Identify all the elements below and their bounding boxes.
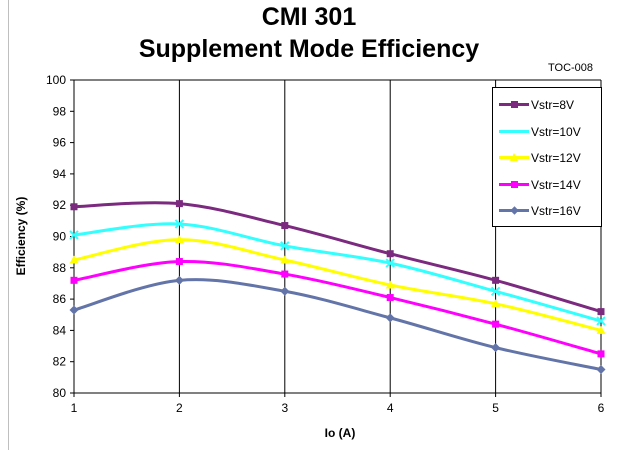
data-point-vstr-16v [280,286,290,296]
series-line-vstr-16v [73,278,602,371]
data-point-vstr-10v [385,258,395,268]
y-tick-label: 94 [53,167,67,181]
x-tick-label: 6 [598,401,605,415]
data-point-vstr-12v [385,280,395,289]
y-tick-label: 88 [53,261,67,275]
data-point-vstr-14v [281,270,289,278]
legend-swatch [499,98,529,112]
data-point-vstr-12v [280,255,290,264]
x-tick-label: 2 [176,401,183,415]
y-tick-label: 90 [53,230,67,244]
data-point-vstr-14v [175,258,183,266]
chart-title: CMI 301 [261,3,357,31]
data-point-vstr-14v [597,350,605,358]
data-point-vstr-12v [596,325,606,334]
y-tick-label: 98 [53,104,67,118]
y-tick-label: 96 [53,136,67,150]
legend-line [499,129,529,133]
y-tick-label: 80 [53,386,67,400]
data-point-vstr-8v [386,250,394,258]
y-tick-label: 92 [53,198,67,212]
data-point-vstr-10v [490,286,501,296]
legend-marker [510,206,519,215]
data-point-vstr-14v [492,320,500,328]
data-point-vstr-8v [281,222,289,230]
legend: Vstr=8V Vstr=10V Vstr=12V Vstr=14V Vstr=16V [492,87,602,227]
y-tick-label: 84 [53,323,67,337]
x-tick-label: 5 [492,401,499,415]
y-tick-label: 100 [46,73,66,87]
legend-swatch [499,151,529,165]
x-tick-label: 3 [281,401,288,415]
legend-marker [511,101,518,108]
data-point-vstr-10v [596,316,606,326]
y-tick-label: 82 [53,355,67,369]
legend-item: Vstr=8V [499,94,574,116]
data-point-vstr-16v [385,313,395,323]
data-point-vstr-14v [70,276,78,284]
data-point-vstr-10v [280,241,290,251]
tick-labels: 80 82 84 86 88 90 92 94 96 98 100 1 2 3 4 5 6 [46,73,605,415]
legend-item: Vstr=10V [499,121,581,143]
figure-code: TOC-008 [548,62,594,74]
series-line-vstr-14v [73,259,602,356]
data-point-vstr-16v [491,343,501,353]
series-line-vstr-8v [73,201,602,314]
legend-label: Vstr=14V [531,177,581,192]
series-markers [69,200,606,375]
series-line-vstr-12v [73,238,602,332]
data-point-vstr-10v [174,219,185,229]
legend-marker [510,153,518,161]
data-point-vstr-10v [69,230,79,240]
y-tick-label: 86 [53,292,67,306]
x-axis-label: Io (A) [324,426,356,440]
legend-item: Vstr=14V [499,174,581,196]
data-point-vstr-14v [386,294,394,302]
data-point-vstr-8v [70,203,78,211]
legend-item: Vstr=16V [499,200,581,222]
data-point-vstr-16v [69,305,79,315]
series-line-vstr-10v [73,222,602,323]
chart-subtitle: Supplement Mode Efficiency [138,35,480,63]
legend-swatch [499,125,529,139]
legend-label: Vstr=16V [531,204,581,218]
legend-marker [511,180,518,188]
data-point-vstr-16v [596,365,606,375]
legend-item: Vstr=12V [499,147,581,169]
data-point-vstr-8v [492,276,500,284]
x-tick-label: 4 [387,401,394,415]
x-tick-label: 1 [71,401,78,415]
legend-label: Vstr=12V [531,151,581,165]
legend-label: Vstr=8V [531,98,575,112]
data-point-vstr-8v [175,200,183,208]
legend-label: Vstr=10V [531,124,581,139]
data-point-vstr-12v [491,299,501,308]
legend-swatch [499,178,529,192]
series-lines [73,201,602,371]
frame-border [8,0,9,450]
axes [70,79,602,397]
legend-swatch [499,204,529,218]
data-point-vstr-16v [174,275,184,285]
data-point-vstr-8v [597,308,605,316]
data-point-vstr-12v [69,255,79,264]
data-point-vstr-12v [174,235,184,244]
